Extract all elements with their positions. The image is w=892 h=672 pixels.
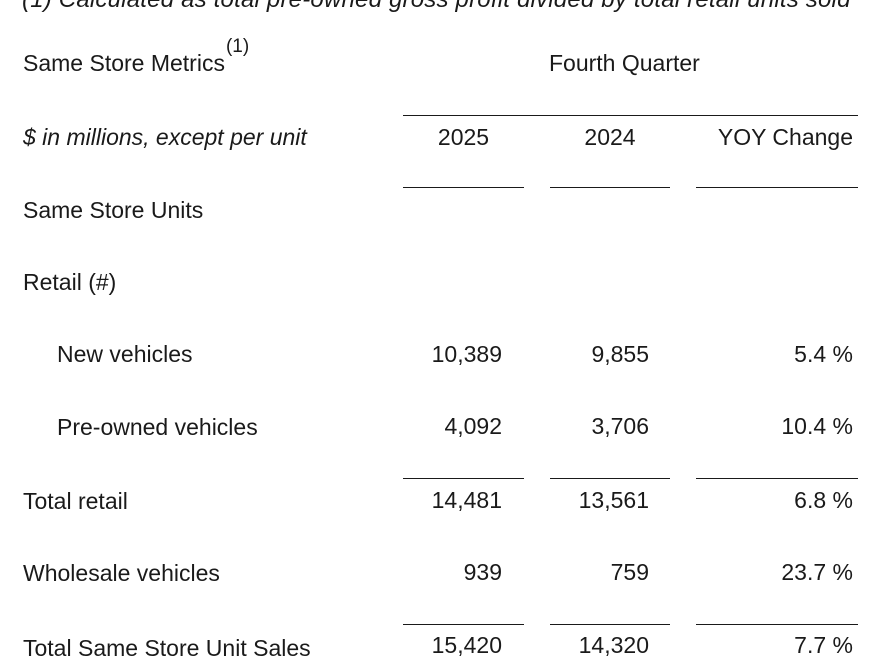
total-rule <box>550 624 670 625</box>
cell-pre-owned-yoy: 10.4 % <box>781 413 853 439</box>
column-header-yoy-change: YOY Change <box>717 124 853 150</box>
cell-pre-owned-2025: 4,092 <box>444 413 502 439</box>
table-title-text: Same Store Metrics <box>23 50 225 76</box>
column-rule <box>403 187 524 188</box>
row-label-retail: Retail (#) <box>23 269 117 295</box>
cell-new-vehicles-2025: 10,389 <box>431 341 502 367</box>
column-header-2025: 2025 <box>437 124 490 150</box>
subtotal-rule <box>550 478 670 479</box>
column-header-2024: 2024 <box>584 124 636 150</box>
row-label-total-same-store-unit-sales: Total Same Store Unit Sales <box>23 635 311 661</box>
cell-pre-owned-2024: 3,706 <box>591 413 649 439</box>
cell-total-sales-2024: 14,320 <box>578 632 649 658</box>
cell-total-sales-2025: 15,420 <box>431 632 502 658</box>
cell-new-vehicles-2024: 9,855 <box>591 341 649 367</box>
footnote-text: (1) Calculated as total pre-owned gross … <box>22 0 851 14</box>
total-rule <box>403 624 524 625</box>
subtotal-rule <box>696 478 858 479</box>
cell-total-retail-yoy: 6.8 % <box>794 487 853 513</box>
row-label-total-retail: Total retail <box>23 488 128 514</box>
cell-total-sales-yoy: 7.7 % <box>794 632 853 658</box>
column-rule <box>550 187 670 188</box>
total-rule <box>696 624 858 625</box>
cell-total-retail-2025: 14,481 <box>431 487 502 513</box>
row-label-new-vehicles: New vehicles <box>57 341 193 367</box>
row-label-pre-owned-vehicles: Pre-owned vehicles <box>57 414 258 440</box>
units-note: $ in millions, except per unit <box>23 124 307 150</box>
column-rule <box>696 187 858 188</box>
row-label-same-store-units: Same Store Units <box>23 197 204 223</box>
period-header: Fourth Quarter <box>549 50 700 76</box>
table-title: Same Store Metrics(1) <box>23 36 249 80</box>
cell-wholesale-2025: 939 <box>463 559 502 585</box>
row-label-wholesale-vehicles: Wholesale vehicles <box>23 560 220 586</box>
subtotal-rule <box>403 478 524 479</box>
cell-new-vehicles-yoy: 5.4 % <box>794 341 853 367</box>
header-rule <box>403 115 858 116</box>
cell-total-retail-2024: 13,561 <box>578 487 649 513</box>
cell-wholesale-yoy: 23.7 % <box>781 559 853 585</box>
cell-wholesale-2024: 759 <box>610 559 649 585</box>
table-title-note: (1) <box>225 36 250 57</box>
